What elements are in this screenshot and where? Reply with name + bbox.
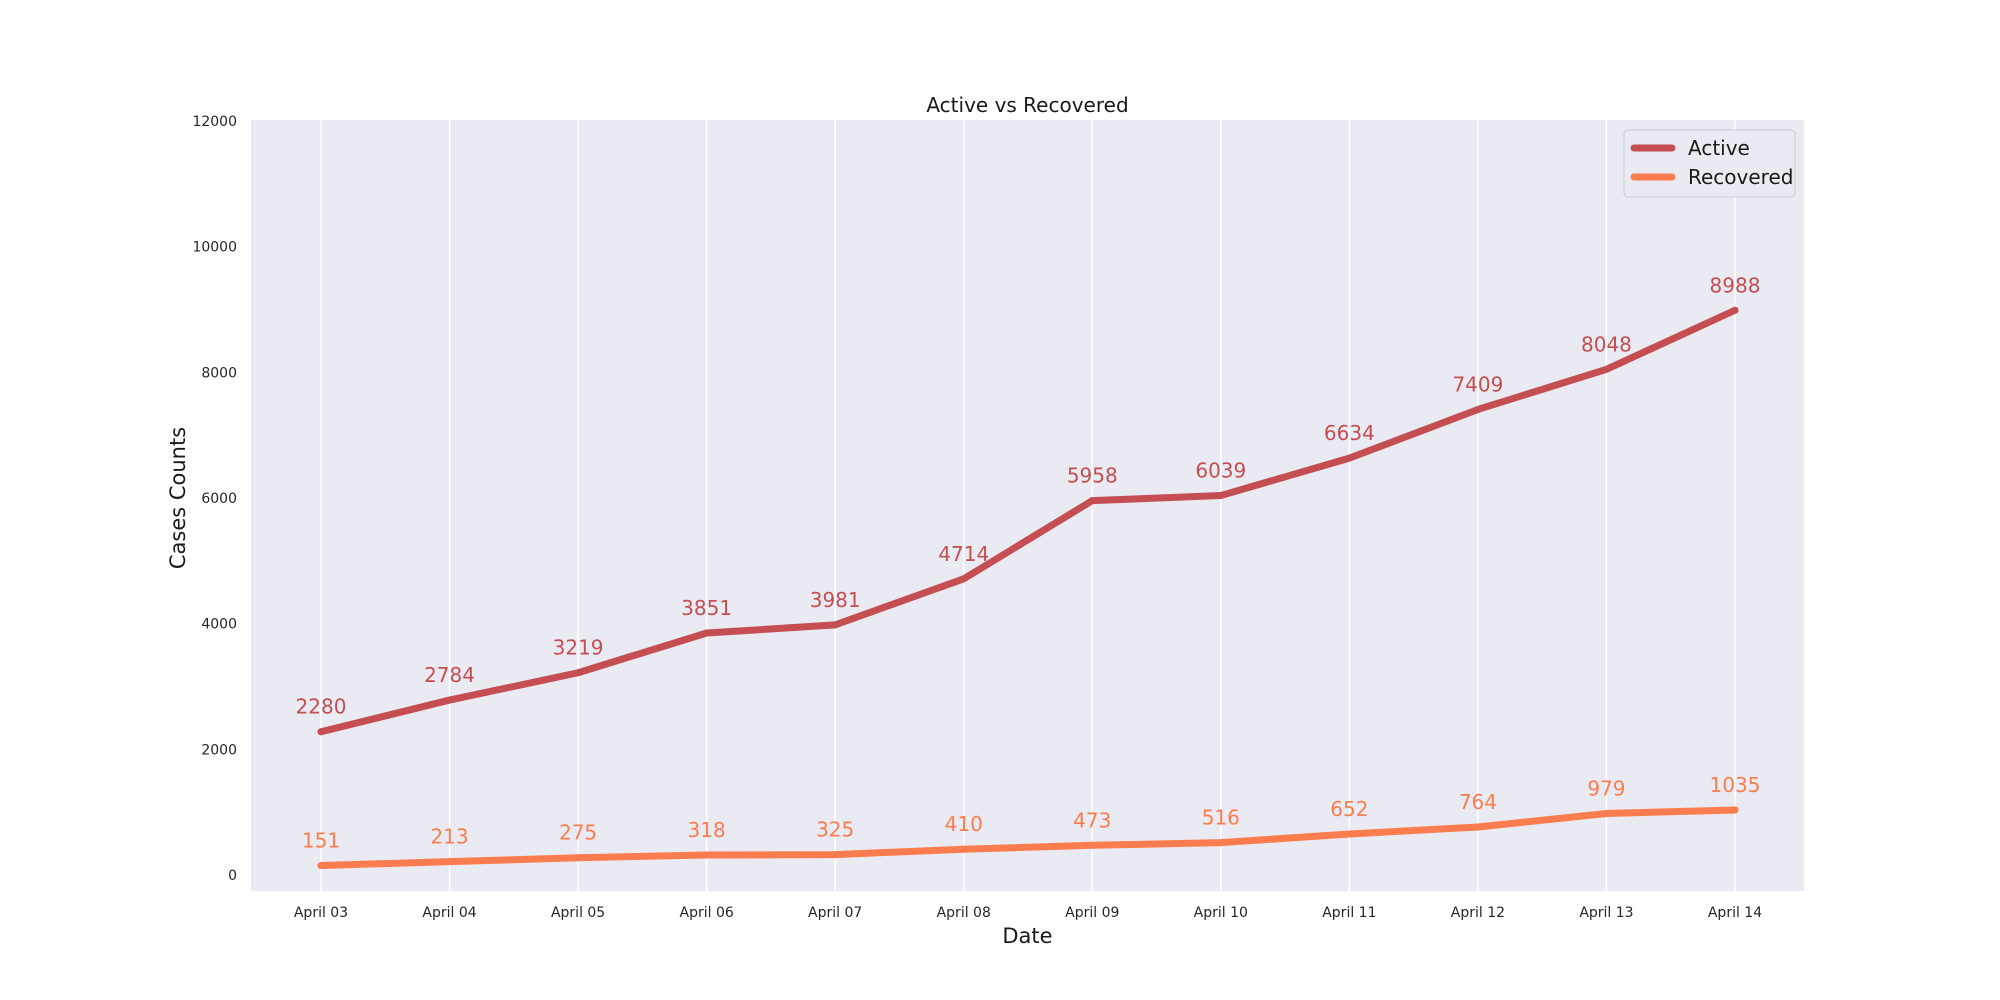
data-labels: 2280 2784 3219 3851 3981 4714 5958 6039 6634 7409… [296, 273, 1761, 852]
data-point [1345, 830, 1353, 838]
legend: Active Recovered [1623, 129, 1796, 198]
x-tick-label: April 08 [937, 905, 991, 921]
data-point [1731, 306, 1739, 314]
data-label: 5958 [1067, 464, 1118, 488]
data-label: 6039 [1195, 459, 1246, 483]
data-point [831, 851, 839, 859]
data-point [1474, 823, 1482, 831]
y-tick-labels: 0 2000 4000 6000 8000 10000 12000 [192, 114, 237, 884]
legend-label-recovered: Recovered [1688, 165, 1793, 189]
data-point [1088, 841, 1096, 849]
data-label: 151 [302, 829, 340, 853]
x-tick-label: April 11 [1322, 905, 1376, 921]
series-line-active [317, 306, 1739, 736]
data-point [1602, 365, 1610, 373]
data-point [960, 575, 968, 583]
data-label: 3981 [810, 588, 861, 612]
y-tick-label: 6000 [201, 491, 237, 507]
x-tick-label: April 09 [1065, 905, 1119, 921]
chart-title: Active vs Recovered [926, 93, 1128, 117]
y-axis-title: Cases Counts [166, 427, 190, 569]
data-label: 3851 [681, 596, 732, 620]
data-point [446, 696, 454, 704]
x-tick-label: April 04 [422, 905, 476, 921]
data-point [1474, 405, 1482, 413]
x-tick-label: April 14 [1708, 905, 1762, 921]
data-label: 4714 [938, 542, 989, 566]
data-label: 318 [688, 818, 726, 842]
x-tick-labels: April 03 April 04 April 05 April 06 April 07… [294, 905, 1762, 921]
y-tick-label: 2000 [201, 742, 237, 758]
data-label: 764 [1459, 790, 1497, 814]
data-label: 7409 [1452, 372, 1503, 396]
y-tick-label: 12000 [192, 114, 237, 130]
data-point [960, 845, 968, 853]
data-label: 213 [430, 825, 468, 849]
x-tick-label: April 05 [551, 905, 605, 921]
x-tick-label: April 07 [808, 905, 862, 921]
data-point [446, 858, 454, 866]
y-tick-label: 0 [228, 868, 237, 884]
y-tick-label: 8000 [201, 365, 237, 381]
series-line-recovered [317, 806, 1739, 870]
data-label: 6634 [1324, 421, 1375, 445]
data-point [703, 851, 711, 859]
data-label: 979 [1587, 776, 1625, 800]
data-point [1088, 497, 1096, 505]
data-label: 652 [1330, 797, 1368, 821]
data-label: 473 [1073, 808, 1111, 832]
data-point [317, 728, 325, 736]
y-tick-label: 10000 [192, 240, 237, 256]
x-tick-label: April 10 [1194, 905, 1248, 921]
data-point [574, 854, 582, 862]
series-lines [317, 306, 1739, 870]
data-point [831, 621, 839, 629]
data-label: 8048 [1581, 332, 1632, 356]
data-point [1217, 492, 1225, 500]
data-point [703, 629, 711, 637]
data-label: 410 [945, 812, 983, 836]
data-point [1217, 839, 1225, 847]
data-point [1602, 809, 1610, 817]
data-label: 1035 [1710, 773, 1761, 797]
data-label: 2280 [296, 695, 347, 719]
x-tick-label: April 06 [680, 905, 734, 921]
data-label: 275 [559, 821, 597, 845]
data-point [317, 862, 325, 870]
data-label: 8988 [1710, 273, 1761, 297]
data-label: 325 [816, 818, 854, 842]
x-tick-label: April 03 [294, 905, 348, 921]
data-label: 2784 [424, 663, 475, 687]
data-point [574, 669, 582, 677]
x-tick-label: April 13 [1579, 905, 1633, 921]
data-label: 516 [1202, 806, 1240, 830]
x-axis-title: Date [1002, 924, 1052, 948]
legend-label-active: Active [1688, 136, 1750, 160]
data-label: 3219 [553, 636, 604, 660]
grid-lines [320, 120, 1736, 891]
y-tick-label: 4000 [201, 617, 237, 633]
x-tick-label: April 12 [1451, 905, 1505, 921]
plot-background [251, 120, 1804, 891]
data-point [1345, 454, 1353, 462]
data-point [1731, 806, 1739, 814]
